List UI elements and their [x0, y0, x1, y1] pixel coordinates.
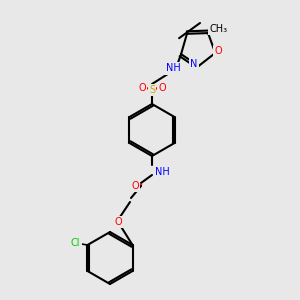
Text: CH₃: CH₃: [209, 24, 227, 34]
Text: NH: NH: [166, 63, 181, 73]
Text: Cl: Cl: [71, 238, 80, 248]
Text: O: O: [114, 217, 122, 227]
Text: O: O: [131, 181, 139, 191]
Text: O: O: [138, 83, 146, 93]
Text: NH: NH: [154, 167, 169, 177]
Text: N: N: [190, 59, 197, 69]
Text: O: O: [214, 46, 222, 56]
Text: O: O: [158, 83, 166, 93]
Text: S: S: [149, 85, 155, 95]
